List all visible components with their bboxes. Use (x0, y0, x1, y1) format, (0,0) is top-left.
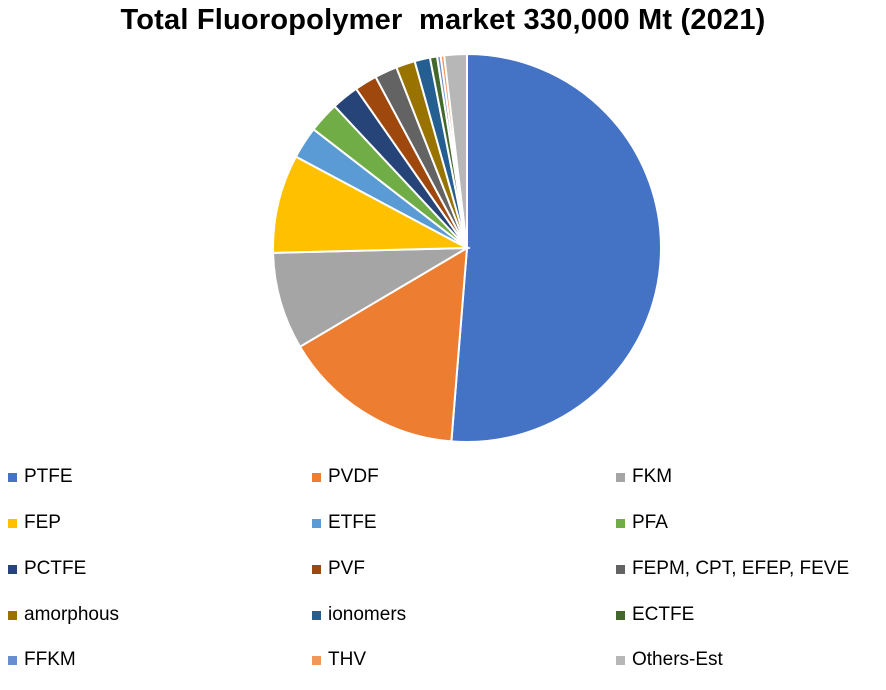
legend-label: ionomers (328, 604, 407, 625)
legend-label: ETFE (328, 512, 377, 533)
legend-label: amorphous (24, 604, 120, 625)
legend-swatch (312, 610, 321, 620)
pie-slice-fkm (272, 246, 471, 349)
legend-label: FKM (632, 466, 673, 487)
legend-label: PCTFE (24, 558, 87, 579)
legend-swatch (312, 518, 321, 528)
pie-slice-pvdf (298, 246, 469, 443)
legend: PTFE PVDF FKM FEP ETFE PFA PCTFE PVF FEPM, CPT, … (0, 456, 886, 690)
legend-swatch (8, 610, 17, 620)
legend-item: Others-Est (616, 643, 723, 677)
legend-label: PFA (632, 512, 668, 533)
legend-swatch (8, 655, 17, 665)
legend-label: ECTFE (632, 604, 695, 625)
legend-swatch (616, 472, 625, 482)
legend-item: PCTFE (8, 552, 86, 586)
pie-slice-others-est (443, 52, 468, 249)
legend-item: ECTFE (616, 598, 694, 632)
legend-item: PTFE (8, 460, 73, 494)
legend-label: PVDF (328, 466, 379, 487)
legend-item: FEP (8, 506, 61, 540)
legend-item: PFA (616, 506, 668, 540)
legend-swatch (312, 655, 321, 665)
pie-slice-ptfe (450, 52, 662, 443)
legend-item: PVDF (312, 460, 379, 494)
legend-swatch (8, 472, 17, 482)
legend-swatch (8, 564, 17, 574)
legend-item: THV (312, 643, 366, 677)
legend-item: amorphous (8, 598, 119, 632)
legend-label: FEPM, CPT, EFEP, FEVE (632, 558, 850, 579)
legend-swatch (312, 564, 321, 574)
legend-item: ETFE (312, 506, 377, 540)
legend-label: Others-Est (632, 649, 723, 670)
chart-title: Total Fluoropolymer market 330,000 Mt (2… (120, 4, 766, 36)
legend-swatch (616, 610, 625, 620)
legend-swatch (312, 472, 321, 482)
legend-label: PVF (328, 558, 365, 579)
legend-item: FFKM (8, 643, 76, 677)
legend-item: FEPM, CPT, EFEP, FEVE (616, 552, 849, 586)
legend-swatch (8, 518, 17, 528)
legend-label: FFKM (24, 649, 76, 670)
legend-label: PTFE (24, 466, 73, 487)
legend-swatch (616, 655, 625, 665)
legend-item: FKM (616, 460, 672, 494)
legend-swatch (616, 564, 625, 574)
legend-label: FEP (24, 512, 61, 533)
pie-chart (272, 52, 662, 443)
pie-slice-fep (272, 155, 471, 254)
legend-item: PVF (312, 552, 365, 586)
legend-swatch (616, 518, 625, 528)
legend-label: THV (328, 649, 366, 670)
legend-item: ionomers (312, 598, 406, 632)
